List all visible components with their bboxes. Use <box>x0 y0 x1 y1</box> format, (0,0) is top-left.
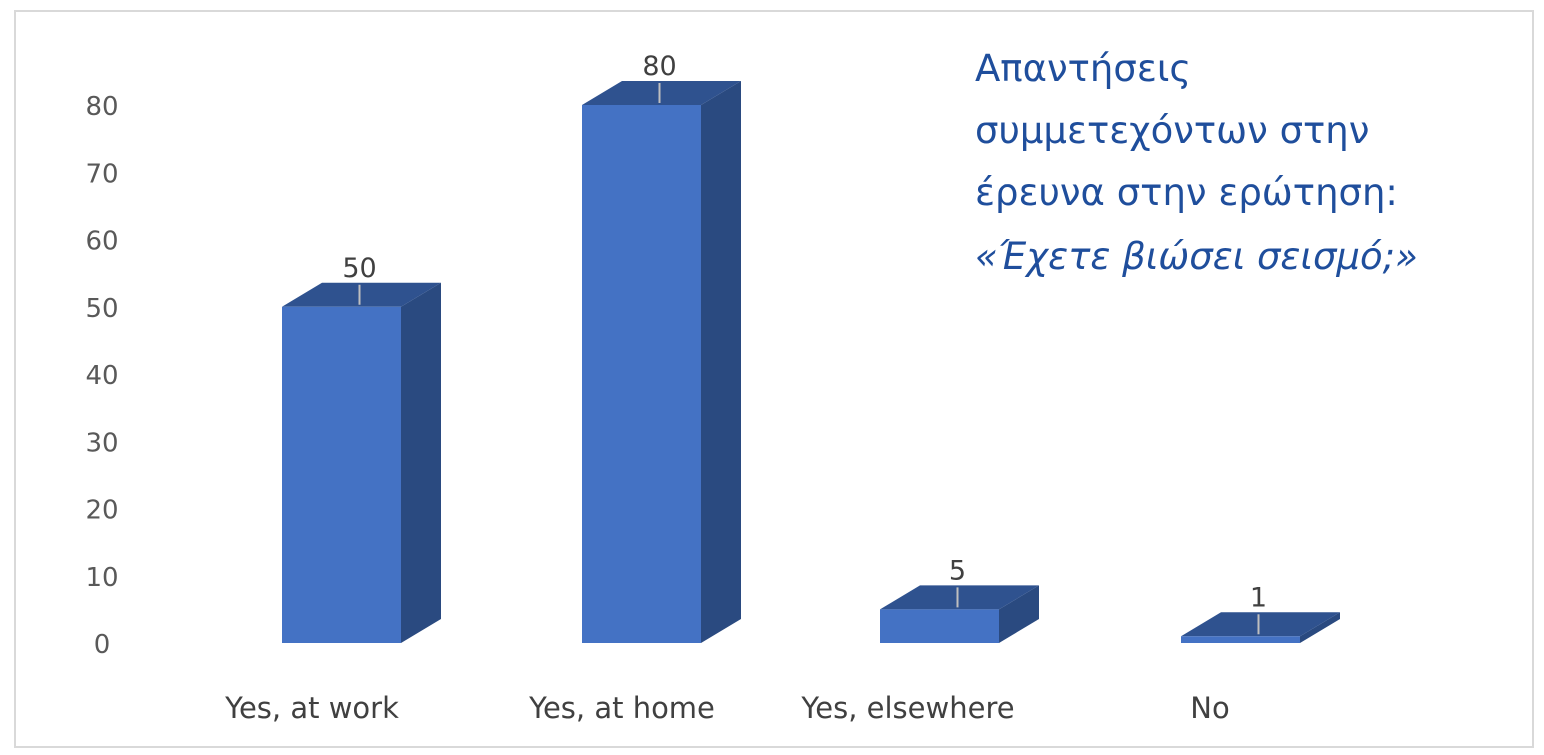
bars: 50 80 5 1 <box>282 51 1340 643</box>
bar-side-face <box>401 282 441 643</box>
y-tick-label: 60 <box>85 227 118 257</box>
bar-side-face <box>999 585 1039 643</box>
data-label: 1 <box>1250 582 1267 613</box>
bar-front-face <box>1181 636 1300 643</box>
y-tick-label: 40 <box>85 361 118 391</box>
bar: 80 <box>582 51 741 643</box>
bar-side-face <box>701 81 741 643</box>
bar-front-face <box>282 306 401 643</box>
bar-top-face <box>880 585 1039 610</box>
y-tick-label: 50 <box>85 294 118 324</box>
x-category-label: Yes, elsewhere <box>800 691 1014 725</box>
y-tick-label: 70 <box>85 159 118 189</box>
annotation-line-1: Απαντήσεις <box>975 47 1192 90</box>
x-axis: Yes, at work Yes, at home Yes, elsewhere No <box>224 691 1230 725</box>
bar: 5 <box>880 555 1039 643</box>
data-label: 80 <box>642 51 676 82</box>
bar-front-face <box>880 609 999 643</box>
bar-side-face <box>1300 612 1340 643</box>
y-tick-label: 10 <box>85 563 118 593</box>
x-category-label: Yes, at home <box>528 691 715 725</box>
y-tick-label: 80 <box>85 92 118 122</box>
y-tick-label: 0 <box>94 630 111 660</box>
data-label: 5 <box>949 555 966 586</box>
y-tick-label: 20 <box>85 496 118 526</box>
bar: 50 <box>282 253 441 643</box>
x-category-label: No <box>1190 691 1229 725</box>
chart-annotation: Απαντήσεις συμμετεχόντων στην έρευνα στη… <box>975 38 1535 288</box>
annotation-question: «Έχετε βιώσει σεισμό;» <box>975 235 1418 278</box>
bar-top-face <box>1181 612 1340 637</box>
y-tick-label: 30 <box>85 428 118 458</box>
bar-top-face <box>582 81 741 105</box>
x-category-label: Yes, at work <box>224 691 399 725</box>
annotation-line-3: έρευνα στην ερώτηση: <box>975 171 1398 214</box>
data-label: 50 <box>342 253 376 284</box>
bar-top-face <box>282 282 441 307</box>
annotation-line-2: συμμετεχόντων στην <box>975 109 1370 152</box>
bar-front-face <box>582 105 701 643</box>
y-axis: 0 10 20 30 40 50 60 70 80 <box>85 92 118 660</box>
bar: 1 <box>1181 582 1340 643</box>
